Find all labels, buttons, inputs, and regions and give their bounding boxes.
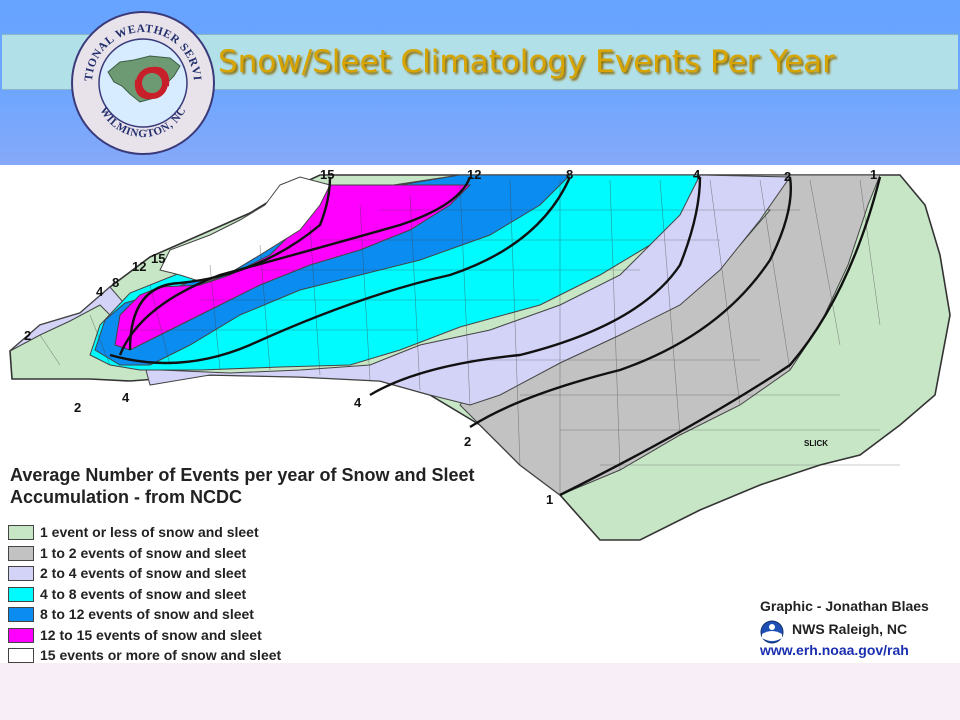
contour-label: 4 [96,284,104,299]
contour-label: 2 [784,169,791,184]
noaa-logo-icon [760,620,784,644]
snow-climatology-map-graphic: 15 12 8 4 2 1 4 8 12 15 2 2 4 4 2 1 SLIC… [0,165,960,663]
header-banner: Snow/Sleet Climatology Events Per Year N… [0,0,960,165]
nws-office-label: NWS Raleigh, NC [792,621,908,637]
contour-label: 12 [467,167,481,182]
legend-label: 2 to 4 events of snow and sleet [40,565,247,581]
contour-label: 4 [693,167,701,182]
contour-label: 4 [354,395,362,410]
legend-swatch [8,525,34,540]
legend-label: 1 event or less of snow and sleet [40,524,259,540]
contour-1 [559,176,882,497]
contour-15 [128,176,332,351]
contour-2 [469,176,792,429]
slide-title: Snow/Sleet Climatology Events Per Year [218,44,835,80]
contour-lines [109,176,882,497]
contour-label: 8 [112,275,119,290]
region-15-plus [159,176,331,284]
contour-label: 2 [24,328,31,343]
legend-swatch [8,627,34,643]
contour-12 [118,176,472,356]
contour-label: 2 [74,400,81,415]
map-credit: Graphic - Jonathan Blaes NWS Raleigh, NC… [744,594,960,663]
nws-wilmington-seal-logo: NATIONAL WEATHER SERVICE WILMINGTON, NC [70,10,215,155]
region-12-to-15 [114,184,472,351]
legend-swatch [8,586,34,602]
place-label: SLICK [804,439,828,448]
north-carolina-map: 15 12 8 4 2 1 4 8 12 15 2 2 4 4 2 1 SLIC… [9,167,951,541]
legend-swatch [8,566,34,581]
credit-url: www.erh.noaa.gov/rah [760,642,909,658]
legend-label: 8 to 12 events of snow and sleet [40,606,254,622]
contour-label: 12 [132,259,146,274]
contour-label: 4 [122,390,130,405]
contour-label: 1 [546,492,553,507]
contour-label: 8 [566,167,573,182]
contour-label: 15 [320,167,334,182]
contour-label: 15 [151,251,165,266]
legend-label: 12 to 15 events of snow and sleet [40,626,262,643]
contour-label-group: 15 12 8 4 2 1 4 8 12 15 2 2 4 4 2 1 SLIC… [24,167,877,507]
legend-title: Average Number of Events per year of Sno… [10,465,475,507]
legend-swatch [8,545,34,561]
contour-8 [109,176,572,365]
graphic-credit: Graphic - Jonathan Blaes [760,598,929,614]
legend-swatch [8,607,34,622]
contour-label: 2 [464,434,471,449]
legend-swatch [8,648,34,663]
contour-4 [369,176,702,397]
contour-label: 1 [870,167,877,182]
legend-label: 4 to 8 events of snow and sleet [40,585,247,602]
legend-label: 1 to 2 events of snow and sleet [40,544,247,561]
county-lines [39,179,900,495]
legend-label: 15 events or more of snow and sleet [40,647,282,663]
